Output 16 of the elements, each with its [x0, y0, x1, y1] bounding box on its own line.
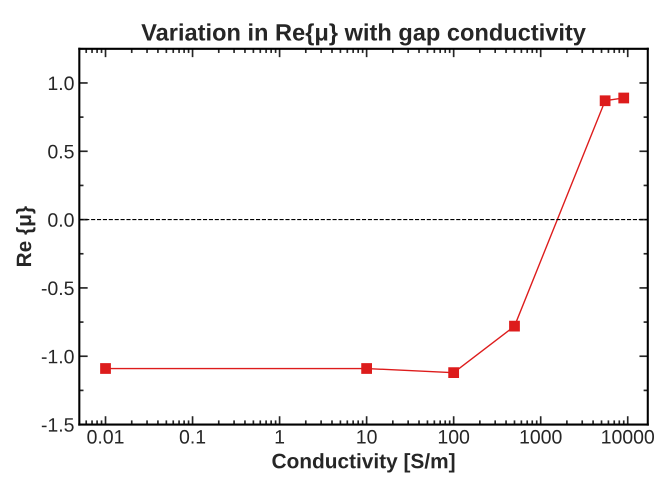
x-axis-title: Conductivity [S/m]: [272, 453, 454, 473]
x-tick-label: 1: [276, 430, 284, 444]
x-tick-label: 100: [438, 430, 470, 444]
chart-title: Variation in Re{μ} with gap conductivity: [141, 23, 586, 46]
y-tick-label: -1.0: [42, 350, 74, 364]
y-tick-label: 0.0: [48, 213, 74, 227]
x-tick-label: 1000: [520, 430, 562, 444]
y-tick-label: -1.5: [42, 418, 74, 432]
y-tick-label: 0.5: [48, 144, 74, 159]
x-tick-label: 10: [357, 430, 377, 444]
x-tick-label: 10000: [602, 430, 654, 444]
x-tick-label: 0.1: [180, 430, 206, 444]
x-tick-label: 0.01: [87, 430, 124, 444]
y-tick-label: -0.5: [42, 281, 74, 296]
y-axis-title: Re {μ}: [16, 206, 36, 266]
y-tick-label: 1.0: [48, 76, 74, 90]
